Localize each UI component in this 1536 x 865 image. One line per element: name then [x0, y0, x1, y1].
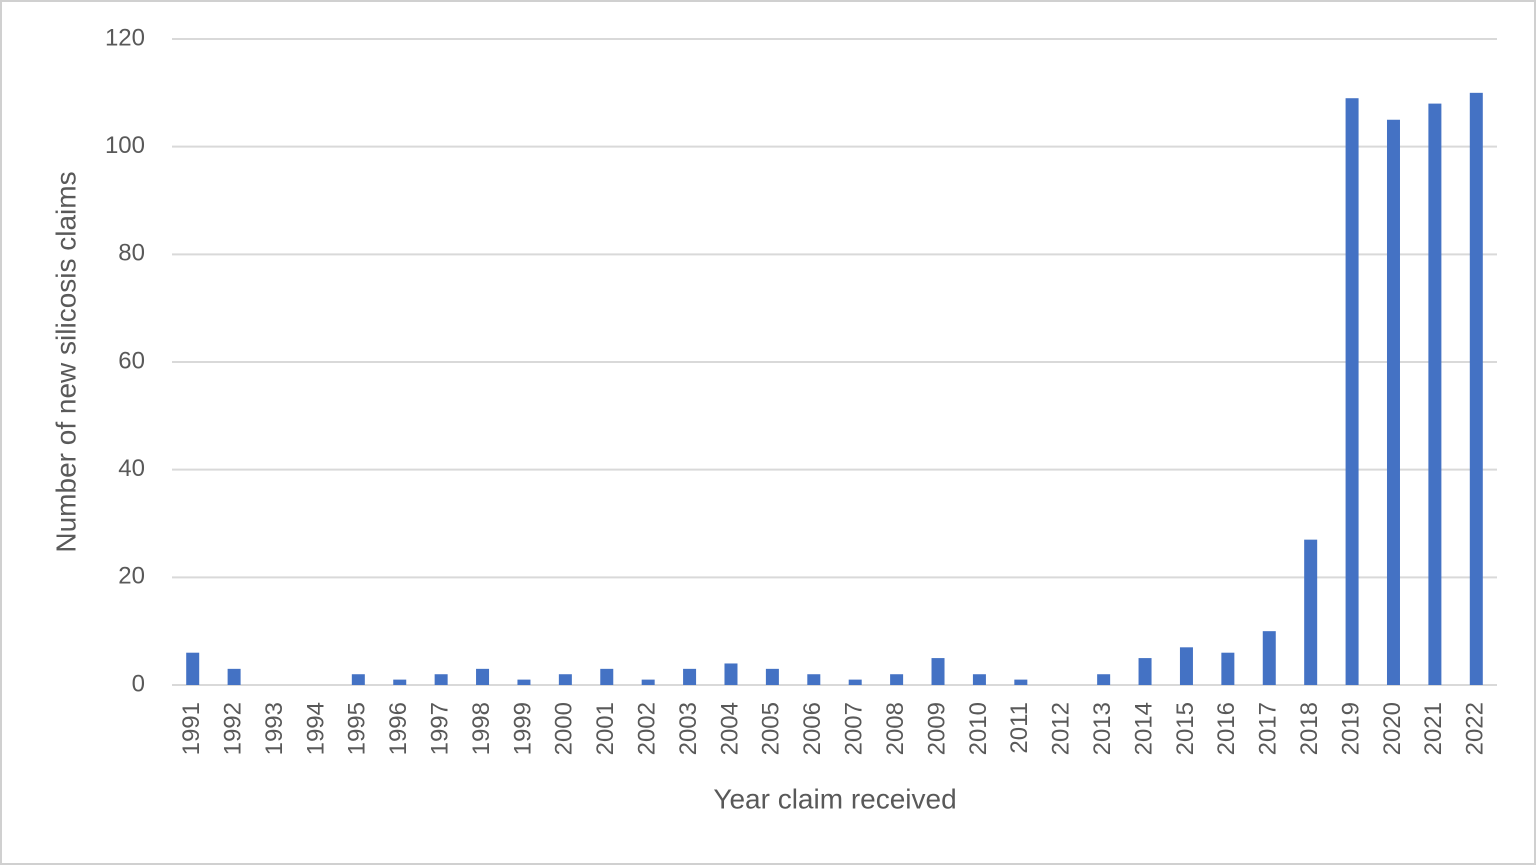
bar: [683, 668, 697, 685]
bar: [807, 674, 821, 685]
bar: [1345, 98, 1359, 685]
bar: [1428, 103, 1442, 686]
x-tick-label: 2010: [965, 702, 992, 755]
x-tick-label: 2020: [1379, 702, 1406, 755]
x-tick-label: 1996: [385, 702, 412, 755]
x-tick-label: 2012: [1048, 702, 1075, 755]
x-tick-label: 2000: [551, 702, 578, 755]
x-tick-label: 1999: [509, 702, 536, 755]
y-tick-label: 80: [118, 240, 145, 267]
bar: [351, 674, 365, 685]
x-tick-label: 2021: [1420, 702, 1447, 755]
y-tick-label: 20: [118, 563, 145, 590]
x-tick-label: 2007: [841, 702, 868, 755]
bar: [1179, 647, 1193, 685]
y-tick-label: 0: [132, 670, 145, 697]
bar: [1221, 652, 1235, 685]
x-tick-label: 1991: [178, 702, 205, 755]
x-tick-label: 1997: [426, 702, 453, 755]
bar: [1262, 631, 1276, 685]
bar: [972, 674, 986, 685]
bar: [765, 668, 779, 685]
x-tick-label: 1995: [344, 702, 371, 755]
x-tick-label: 1994: [302, 702, 329, 755]
bar: [1138, 658, 1152, 685]
bar: [600, 668, 614, 685]
x-tick-label: 2005: [758, 702, 785, 755]
bar: [931, 658, 945, 685]
bar: [227, 668, 241, 685]
bar: [476, 668, 490, 685]
bar: [641, 679, 655, 685]
x-tick-label: 2011: [1006, 702, 1033, 754]
y-tick-label: 60: [118, 347, 145, 374]
x-tick-label: 2004: [716, 702, 743, 755]
x-tick-label: 2013: [1089, 702, 1116, 755]
bar: [1014, 679, 1028, 685]
x-tick-label: 2009: [923, 702, 950, 755]
y-tick-label: 100: [105, 132, 145, 159]
x-tick-label: 2019: [1337, 702, 1364, 755]
y-tick-label: 40: [118, 455, 145, 482]
x-tick-label: 2018: [1296, 702, 1323, 755]
bar: [1097, 674, 1111, 685]
x-axis-title: Year claim received: [713, 783, 956, 814]
x-tick-label: 2006: [799, 702, 826, 755]
x-tick-label: 2008: [882, 702, 909, 755]
bar: [848, 679, 862, 685]
bar: [724, 663, 738, 685]
bar: [1469, 92, 1483, 686]
x-tick-label: 1992: [219, 702, 246, 755]
x-tick-label: 1998: [468, 702, 495, 755]
bar: [393, 679, 407, 685]
x-tick-label: 2003: [675, 702, 702, 755]
bar: [1304, 539, 1318, 685]
bar: [434, 674, 448, 685]
bar: [517, 679, 531, 685]
bar: [890, 674, 904, 685]
bar: [1386, 119, 1400, 685]
x-tick-label: 2001: [592, 702, 619, 755]
y-tick-label: 120: [105, 24, 145, 51]
x-tick-label: 2015: [1172, 702, 1199, 755]
x-tick-label: 2017: [1255, 702, 1282, 755]
x-tick-label: 1993: [261, 702, 288, 755]
bar: [186, 652, 200, 685]
bar: [558, 674, 572, 685]
x-tick-label: 2014: [1130, 702, 1157, 755]
x-tick-label: 2022: [1462, 702, 1489, 755]
y-axis-title: Number of new silicosis claims: [50, 171, 81, 552]
x-tick-label: 2016: [1213, 702, 1240, 755]
x-tick-label: 2002: [634, 702, 661, 755]
